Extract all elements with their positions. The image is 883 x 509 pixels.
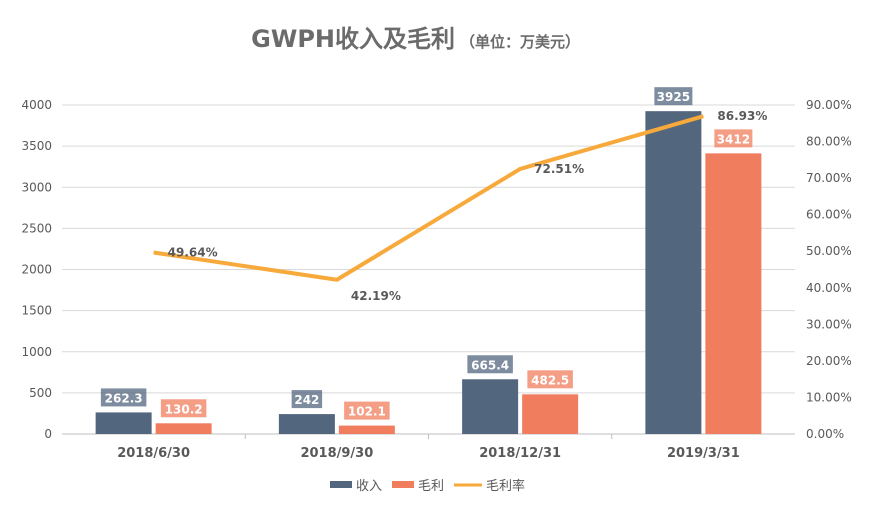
y-right-tick-label: 20.00% <box>806 354 852 368</box>
data-label-box <box>467 355 513 374</box>
data-label-box <box>291 390 323 409</box>
y-right-tick-label: 80.00% <box>806 135 852 149</box>
data-label-box <box>344 401 390 420</box>
x-tick-label: 2018/12/31 <box>479 446 561 461</box>
data-label-box <box>654 87 693 106</box>
y-right-tick-label: 10.00% <box>806 390 852 404</box>
line-data-label: 72.51% <box>534 162 584 176</box>
legend-label: 毛利 <box>418 479 444 494</box>
bar-revenue <box>645 111 702 434</box>
legend-label: 毛利率 <box>486 478 525 494</box>
x-tick-label: 2018/6/30 <box>117 446 190 461</box>
legend-label: 收入 <box>356 479 382 494</box>
y-right-tick-label: 50.00% <box>806 244 852 258</box>
line-gross-margin <box>153 114 704 282</box>
data-label: 262.3 <box>105 391 143 405</box>
data-label: 102.1 <box>348 405 386 419</box>
bar-gross-profit <box>705 153 762 434</box>
y-left-tick-label: 1500 <box>21 304 52 318</box>
x-tick-label: 2018/9/30 <box>300 446 373 461</box>
bar-revenue <box>95 412 152 434</box>
data-label: 665.4 <box>471 358 509 372</box>
y-left-tick-label: 0 <box>44 427 52 441</box>
y-left-tick-label: 4000 <box>21 98 52 112</box>
bar-revenue <box>278 414 335 434</box>
legend-swatch <box>330 481 352 488</box>
bar-gross-profit <box>522 394 579 434</box>
line-data-label: 49.64% <box>168 246 218 260</box>
line-data-label: 86.93% <box>717 109 767 123</box>
y-right-tick-label: 0.00% <box>806 427 844 441</box>
data-label: 3412 <box>717 132 750 146</box>
y-left-tick-label: 500 <box>29 386 52 400</box>
y-right-tick-label: 60.00% <box>806 208 852 222</box>
y-left-tick-label: 2500 <box>21 221 52 235</box>
y-left-tick-label: 2000 <box>21 263 52 277</box>
y-right-tick-label: 40.00% <box>806 281 852 295</box>
data-label: 3925 <box>657 90 690 104</box>
x-tick-label: 2019/3/31 <box>667 446 740 461</box>
bar-gross-profit <box>155 423 212 434</box>
y-right-tick-label: 90.00% <box>806 98 852 112</box>
bar-gross-profit <box>338 425 395 434</box>
bar-revenue <box>462 379 519 434</box>
y-left-tick-label: 3000 <box>21 180 52 194</box>
chart-title: GWPH收入及毛利 <box>251 25 455 53</box>
y-right-tick-label: 70.00% <box>806 171 852 185</box>
legend-swatch <box>392 481 414 488</box>
data-label: 482.5 <box>531 373 569 387</box>
data-label-box <box>160 399 207 418</box>
data-label-box <box>100 388 147 407</box>
y-left-tick-label: 3500 <box>21 139 52 153</box>
data-label-box <box>714 129 753 148</box>
y-left-tick-label: 1000 <box>21 345 52 359</box>
line-data-label: 42.19% <box>351 289 401 303</box>
data-label: 242 <box>294 393 319 407</box>
data-label: 130.2 <box>165 402 203 416</box>
chart-subtitle: （单位：万美元） <box>460 33 580 51</box>
data-label-box <box>527 370 573 389</box>
y-right-tick-label: 30.00% <box>806 317 852 331</box>
